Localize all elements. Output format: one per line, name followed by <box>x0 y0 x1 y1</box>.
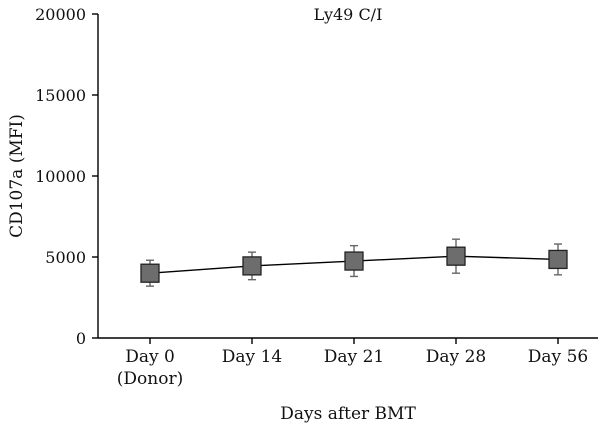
data-marker <box>446 246 466 266</box>
y-tick-label: 15000 <box>35 86 86 105</box>
y-tick-label: 20000 <box>35 5 86 24</box>
y-axis-label: CD107a (MFI) <box>7 114 27 238</box>
x-tick-label: Day 28 <box>426 347 486 367</box>
data-marker <box>242 256 262 276</box>
data-marker <box>140 263 160 283</box>
data-marker <box>344 251 364 271</box>
x-tick-label: Day 14 <box>222 347 282 367</box>
data-point <box>548 243 568 276</box>
x-tick-label: Day 56 <box>528 347 588 367</box>
x-tick-label: Day 0 (Donor) <box>117 347 183 389</box>
y-tick-label: 0 <box>76 329 86 348</box>
chart-title: Ly49 C/I <box>314 5 383 24</box>
data-point <box>242 251 262 281</box>
data-point <box>446 238 466 274</box>
x-ticks: Day 0 (Donor) Day 14 Day 21 Day 28 Day 56 <box>117 338 588 389</box>
series-group <box>140 238 568 287</box>
x-tick-label: Day 21 <box>324 347 384 367</box>
data-marker <box>548 249 568 270</box>
y-tick-label: 10000 <box>35 167 86 186</box>
y-ticks: 0 5000 10000 15000 20000 <box>35 5 98 348</box>
data-point <box>140 259 160 287</box>
y-tick-label: 5000 <box>45 248 86 267</box>
x-axis-label: Days after BMT <box>280 404 416 424</box>
data-point <box>344 244 364 278</box>
